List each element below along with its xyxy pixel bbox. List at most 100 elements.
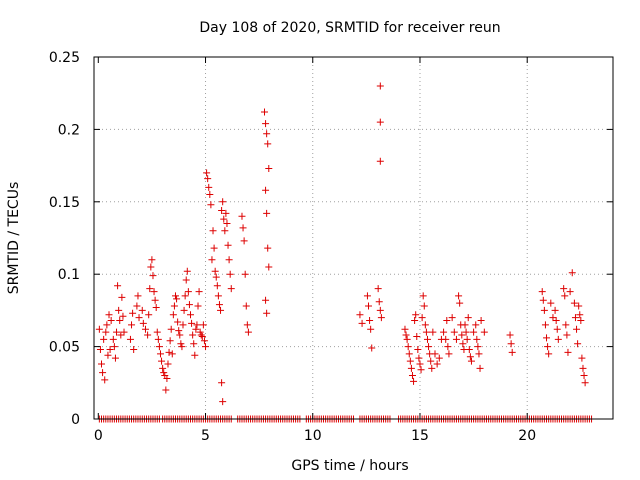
data-point: [173, 295, 181, 303]
data-point: [368, 344, 376, 352]
data-point: [139, 319, 147, 327]
axis-ticks: [94, 56, 613, 420]
data-point: [183, 267, 191, 275]
data-point: [99, 369, 107, 377]
data-point: [262, 120, 270, 128]
grid: [94, 57, 613, 419]
data-point: [180, 306, 188, 314]
data-point: [541, 321, 549, 329]
data-point: [476, 364, 484, 372]
x-tick-label: 5: [201, 428, 210, 444]
data-point: [109, 335, 117, 343]
y-tick-label: 0.1: [58, 267, 80, 283]
data-point: [445, 350, 453, 358]
data-point: [462, 328, 470, 336]
data-point: [96, 345, 104, 353]
data-point: [442, 335, 450, 343]
data-point: [241, 270, 249, 278]
data-point: [95, 325, 103, 333]
data-point: [219, 398, 227, 406]
data-point: [576, 311, 584, 319]
data-point: [130, 345, 138, 353]
data-point: [264, 140, 272, 148]
y-axis-label: SRMTID / TECUs: [6, 182, 22, 295]
data-point: [192, 325, 200, 333]
y-tick-label: 0.25: [49, 50, 80, 66]
data-point: [120, 328, 128, 336]
x-tick-labels: 0 5 10 15 20: [94, 428, 536, 444]
data-point: [102, 328, 110, 336]
data-point: [221, 227, 229, 235]
data-point: [238, 212, 246, 220]
data-point: [113, 328, 121, 336]
data-point: [423, 335, 431, 343]
x-tick-label: 10: [304, 428, 322, 444]
data-point: [367, 325, 375, 333]
data-point: [103, 321, 111, 329]
data-point: [570, 299, 578, 307]
data-point: [366, 317, 374, 325]
data-point: [224, 241, 232, 249]
data-point: [144, 331, 152, 339]
data-point: [199, 321, 207, 329]
data-point: [197, 331, 205, 339]
data-point: [440, 328, 448, 336]
data-point: [218, 206, 226, 214]
data-point: [176, 331, 184, 339]
data-point: [206, 191, 214, 199]
data-point: [200, 337, 208, 345]
data-point: [470, 328, 478, 336]
data-point: [265, 164, 273, 172]
data-point: [420, 302, 428, 310]
data-point: [406, 357, 414, 365]
data-point: [375, 298, 383, 306]
data-point: [563, 331, 571, 339]
data-point: [164, 360, 172, 368]
data-point: [240, 237, 248, 245]
data-point: [472, 321, 480, 329]
data-point: [407, 364, 415, 372]
data-point: [107, 317, 115, 325]
data-point: [222, 209, 230, 217]
data-point: [377, 314, 385, 322]
data-point: [363, 292, 371, 300]
data-point: [218, 379, 226, 387]
data-point: [156, 350, 164, 358]
data-point: [134, 292, 142, 300]
data-point: [356, 311, 364, 319]
data-point: [579, 364, 587, 372]
data-point: [166, 337, 174, 345]
data-point: [203, 169, 211, 177]
y-tick-label: 0.05: [49, 340, 80, 356]
data-point: [262, 296, 270, 304]
data-point: [577, 317, 585, 325]
data-point: [411, 317, 419, 325]
data-point: [196, 328, 204, 336]
data-point: [126, 335, 134, 343]
data-point: [507, 340, 515, 348]
data-point: [153, 328, 161, 336]
data-point: [401, 325, 409, 333]
data-point: [226, 270, 234, 278]
data-point: [416, 360, 424, 368]
data-point: [554, 335, 562, 343]
y-tick-label: 0.15: [49, 195, 80, 211]
data-point: [148, 256, 156, 264]
data-point: [543, 334, 551, 342]
data-point: [412, 311, 420, 319]
data-point: [205, 183, 213, 191]
data-point: [578, 354, 586, 362]
data-point: [545, 350, 553, 358]
data-point: [189, 331, 197, 339]
data-point: [473, 335, 481, 343]
data-point: [374, 285, 382, 293]
data-point: [207, 201, 215, 209]
data-point: [580, 372, 588, 380]
data-point: [179, 321, 187, 329]
data-point: [566, 288, 574, 296]
data-point: [220, 215, 228, 223]
data-point: [263, 309, 271, 317]
data-point: [443, 317, 451, 325]
